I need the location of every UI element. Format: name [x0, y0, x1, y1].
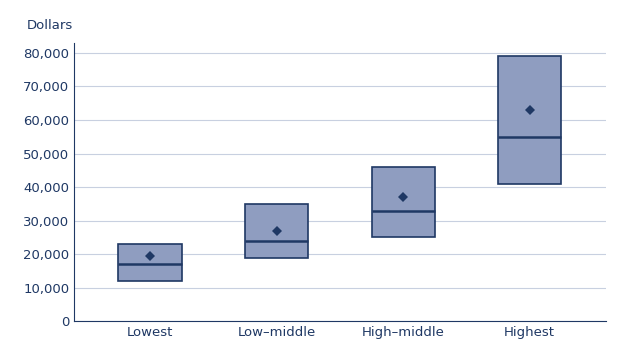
- FancyBboxPatch shape: [119, 244, 182, 281]
- FancyBboxPatch shape: [498, 56, 561, 184]
- FancyBboxPatch shape: [245, 204, 308, 257]
- FancyBboxPatch shape: [371, 167, 435, 237]
- Text: Dollars: Dollars: [27, 19, 72, 32]
